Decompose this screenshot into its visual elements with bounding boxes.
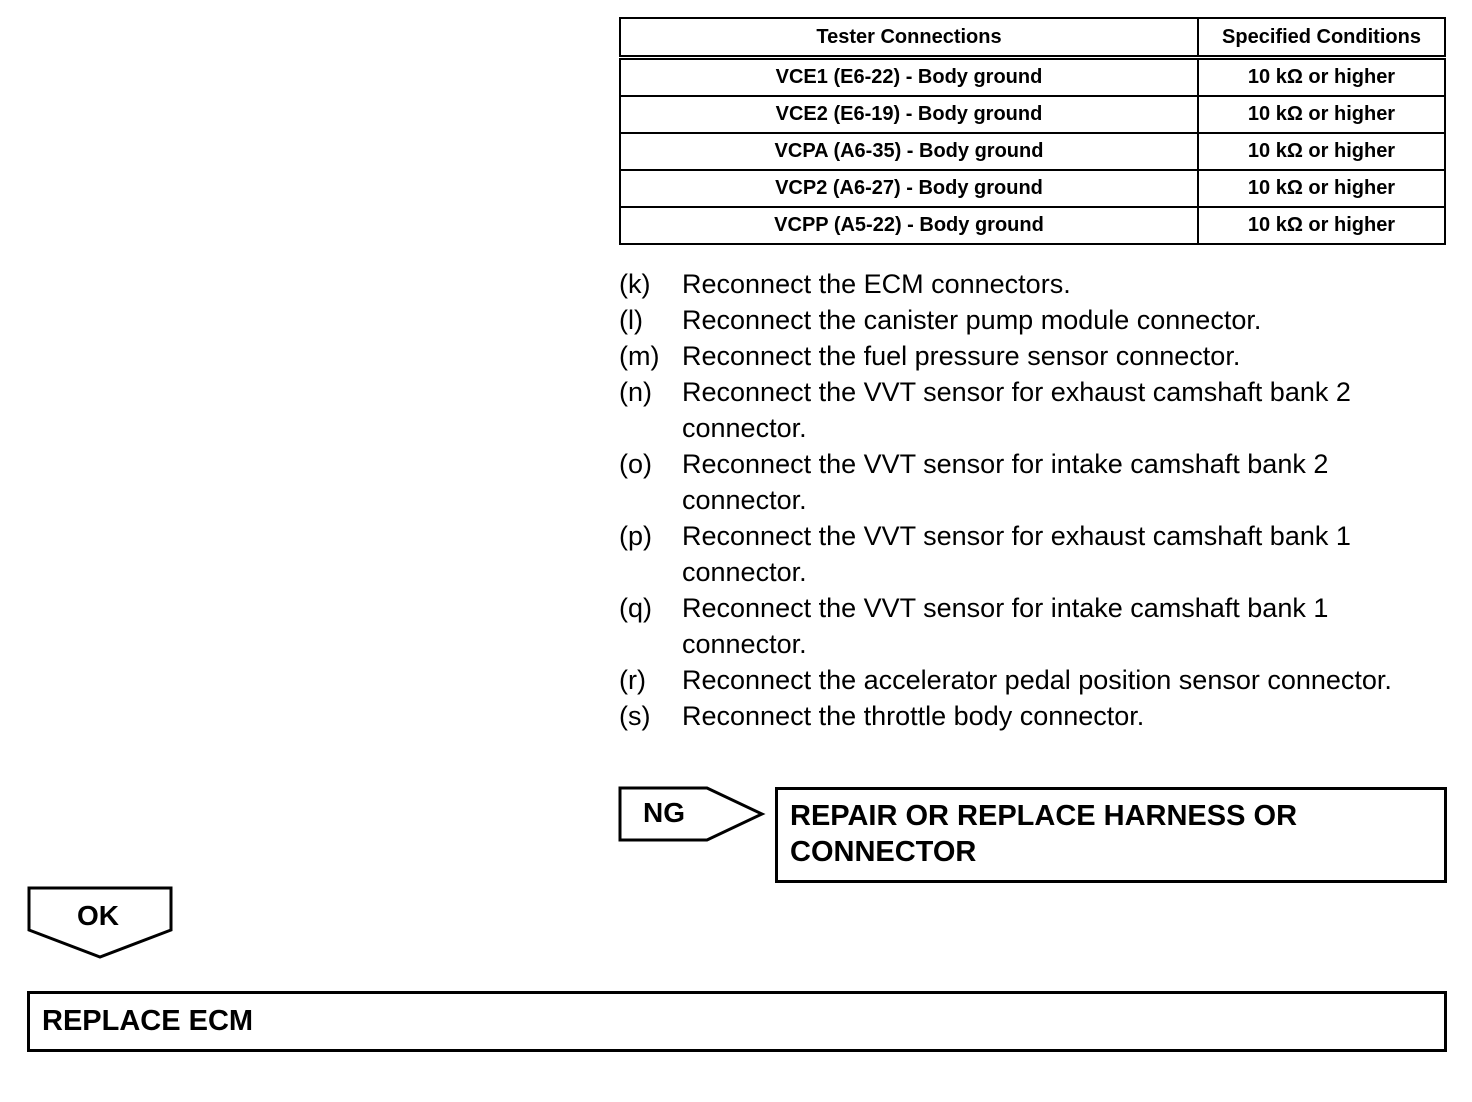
step-text: Reconnect the accelerator pedal position… <box>682 665 1392 695</box>
tester-connection-cell: VCP2 (A6-27) - Body ground <box>619 169 1199 208</box>
tester-connection-cell: VCPP (A5-22) - Body ground <box>619 206 1199 245</box>
step-text: Reconnect the canister pump module conne… <box>682 305 1262 335</box>
step-text: Reconnect the ECM connectors. <box>682 269 1071 299</box>
step-label: (n) <box>619 377 652 407</box>
table-row: VCP2 (A6-27) - Body ground 10 kΩ or highe… <box>619 169 1446 208</box>
table-header-row: Tester Connections Specified Conditions <box>619 17 1446 60</box>
table-row: VCE2 (E6-19) - Body ground 10 kΩ or highe… <box>619 95 1446 134</box>
step-text: Reconnect the VVT sensor for intake cams… <box>682 593 1329 659</box>
header-tester-connections: Tester Connections <box>619 17 1199 60</box>
specified-condition-cell: 10 kΩ or higher <box>1197 206 1446 245</box>
step-text: Reconnect the fuel pressure sensor conne… <box>682 341 1241 371</box>
step-text: Reconnect the throttle body connector. <box>682 701 1145 731</box>
table-row: VCPP (A5-22) - Body ground 10 kΩ or highe… <box>619 206 1446 245</box>
list-item: (p) Reconnect the VVT sensor for exhaust … <box>619 518 1459 590</box>
specified-condition-cell: 10 kΩ or higher <box>1197 56 1446 97</box>
step-label: (k) <box>619 269 651 299</box>
table-row: VCPA (A6-35) - Body ground 10 kΩ or highe… <box>619 132 1446 171</box>
step-label: (o) <box>619 449 652 479</box>
tester-connection-cell: VCE1 (E6-22) - Body ground <box>619 56 1199 97</box>
ng-arrow-shape <box>618 786 766 842</box>
ok-action-text: REPLACE ECM <box>42 1005 254 1037</box>
step-label: (m) <box>619 341 660 371</box>
step-label: (s) <box>619 701 651 731</box>
ok-label: OK <box>77 900 119 931</box>
ok-action-box: REPLACE ECM <box>27 991 1447 1052</box>
table-row: VCE1 (E6-22) - Body ground 10 kΩ or highe… <box>619 56 1446 97</box>
step-label: (q) <box>619 593 652 623</box>
ng-action-box: REPAIR OR REPLACE HARNESS OR CONNECTOR <box>775 787 1447 883</box>
specified-condition-cell: 10 kΩ or higher <box>1197 169 1446 208</box>
step-label: (l) <box>619 305 643 335</box>
list-item: (m) Reconnect the fuel pressure sensor co… <box>619 338 1459 374</box>
step-text: Reconnect the VVT sensor for intake cams… <box>682 449 1329 515</box>
specified-condition-cell: 10 kΩ or higher <box>1197 132 1446 171</box>
list-item: (s) Reconnect the throttle body connector… <box>619 698 1459 734</box>
list-item: (k) Reconnect the ECM connectors. <box>619 266 1459 302</box>
header-specified-conditions: Specified Conditions <box>1197 17 1446 60</box>
procedure-steps: (k) Reconnect the ECM connectors. (l) Recon… <box>619 266 1459 734</box>
tester-connection-cell: VCE2 (E6-19) - Body ground <box>619 95 1199 134</box>
list-item: (l) Reconnect the canister pump module co… <box>619 302 1459 338</box>
tester-connections-table: Tester Connections Specified Conditions … <box>619 17 1446 245</box>
ng-label: NG <box>643 797 685 828</box>
list-item: (o) Reconnect the VVT sensor for intake c… <box>619 446 1459 518</box>
step-text: Reconnect the VVT sensor for exhaust cam… <box>682 521 1351 587</box>
list-item: (q) Reconnect the VVT sensor for intake c… <box>619 590 1459 662</box>
list-item: (n) Reconnect the VVT sensor for exhaust … <box>619 374 1459 446</box>
ok-arrow-shape <box>27 886 173 959</box>
tester-connection-cell: VCPA (A6-35) - Body ground <box>619 132 1199 171</box>
step-label: (r) <box>619 665 646 695</box>
ng-action-text: REPAIR OR REPLACE HARNESS OR CONNECTOR <box>790 800 1298 868</box>
step-label: (p) <box>619 521 652 551</box>
specified-condition-cell: 10 kΩ or higher <box>1197 95 1446 134</box>
list-item: (r) Reconnect the accelerator pedal posit… <box>619 662 1459 698</box>
step-text: Reconnect the VVT sensor for exhaust cam… <box>682 377 1351 443</box>
